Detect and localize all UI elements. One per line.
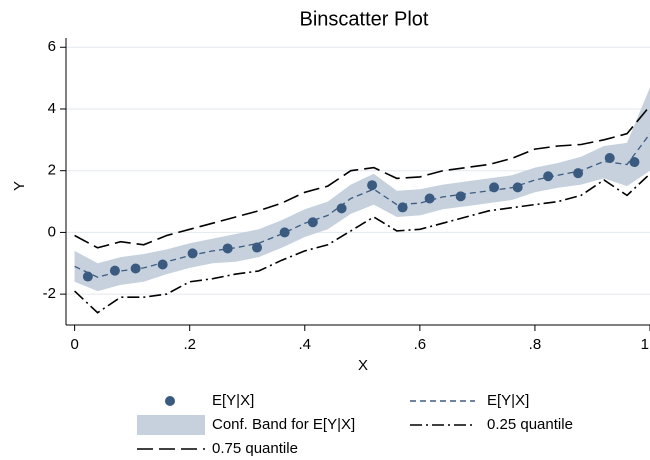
bin-dot [109,265,120,276]
bin-dot [222,243,233,254]
legend-label: Conf. Band for E[Y|X] [212,416,355,433]
confidence-band [74,87,650,292]
x-tick-label: .8 [529,336,542,353]
legend-label: 0.25 quantile [487,416,573,433]
bin-dot [252,242,263,253]
x-tick-label: .6 [414,336,427,353]
y-tick-label: 0 [48,223,56,240]
legend-label: 0.75 quantile [212,440,298,457]
x-tick-label: 1 [641,336,649,353]
x-tick-label: 0 [70,336,78,353]
y-tick-label: 6 [48,38,56,55]
y-axis-title: Y [11,181,28,191]
bin-dot [187,248,198,259]
chart-title: Binscatter Plot [300,8,429,30]
x-axis-title: X [358,357,368,374]
bin-dot [573,168,584,179]
legend-label: E[Y|X] [212,392,254,409]
legend-symbol [137,415,205,435]
x-tick-label: .2 [183,336,196,353]
bin-dot [489,182,500,193]
bin-dot [424,193,435,204]
bin-dot [130,263,141,274]
bin-dot [629,157,640,168]
bin-dot [82,271,93,282]
curve-longdash [74,105,650,249]
bin-dot [543,171,554,182]
legend-symbol [165,396,175,406]
bin-dot [604,153,615,164]
bin-dot [367,180,378,191]
bin-dot [279,227,290,238]
bin-dot [307,217,318,228]
y-tick-label: 4 [48,100,56,117]
y-tick-label: 2 [48,162,56,179]
bin-dot [455,191,466,202]
bin-dot [336,203,347,214]
legend-label: E[Y|X] [487,392,529,409]
curve-dashdot [74,173,650,314]
bin-dot [512,182,523,193]
x-tick-label: .4 [299,336,312,353]
y-tick-label: -2 [43,285,56,302]
curve-dash [74,133,650,278]
bin-dot [157,259,168,270]
bin-dot [397,202,408,213]
